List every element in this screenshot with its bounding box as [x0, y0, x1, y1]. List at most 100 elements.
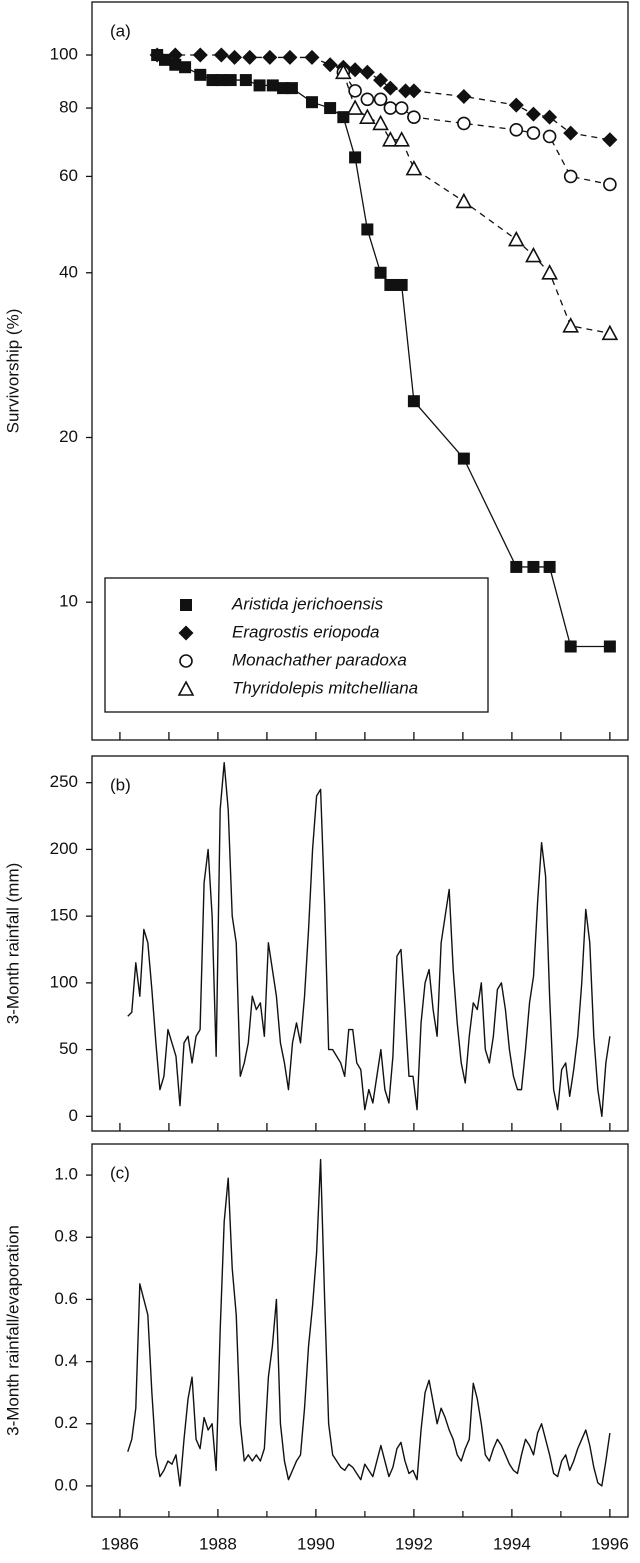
panel-label: (b) — [110, 775, 131, 794]
marker — [253, 79, 266, 92]
marker — [541, 264, 558, 280]
marker — [149, 47, 165, 63]
marker — [602, 132, 618, 148]
marker — [382, 131, 399, 147]
marker — [335, 63, 352, 80]
series-line — [127, 761, 611, 1118]
marker — [508, 97, 524, 113]
marker — [239, 74, 252, 87]
y-tick-label: 0.2 — [54, 1413, 78, 1432]
legend-marker — [180, 599, 192, 611]
marker — [304, 49, 320, 65]
marker — [405, 159, 423, 176]
marker — [407, 395, 420, 408]
y-tick-label: 80 — [59, 98, 78, 117]
y-tick-label: 40 — [59, 262, 78, 281]
y-tick-label: 1.0 — [54, 1165, 78, 1184]
y-axis-label: 3-Month rainfall/evaporation — [3, 1225, 22, 1436]
y-tick-label: 100 — [50, 45, 78, 64]
x-tick-label: 1990 — [297, 1534, 335, 1553]
marker — [543, 560, 556, 573]
marker — [372, 114, 389, 131]
series-line — [342, 72, 610, 334]
marker — [337, 111, 350, 124]
marker — [406, 83, 422, 99]
marker — [373, 72, 389, 88]
marker — [382, 80, 398, 96]
panel-label: (c) — [110, 1163, 130, 1182]
series-line — [156, 54, 610, 648]
marker — [373, 92, 388, 107]
legend-label: Monachather paradoxa — [232, 650, 407, 669]
panel-frame — [91, 1, 629, 741]
marker — [564, 640, 577, 653]
marker — [510, 560, 523, 573]
y-tick-label: 150 — [50, 906, 78, 925]
y-tick-label: 60 — [59, 166, 78, 185]
marker — [507, 230, 525, 247]
marker — [361, 223, 374, 236]
x-tick-label: 1996 — [591, 1534, 629, 1553]
marker — [603, 640, 616, 653]
marker — [542, 129, 557, 144]
marker — [305, 96, 318, 109]
y-tick-label: 10 — [59, 592, 78, 611]
marker — [383, 101, 398, 115]
y-tick-label: 250 — [50, 772, 78, 791]
x-tick-label: 1986 — [101, 1534, 139, 1553]
y-tick-label: 50 — [59, 1039, 78, 1058]
marker — [359, 108, 376, 124]
x-tick-label: 1992 — [395, 1534, 433, 1553]
marker — [562, 317, 580, 333]
marker — [159, 53, 172, 66]
marker — [603, 177, 617, 192]
marker — [393, 131, 410, 147]
legend-label: Aristida jerichoensis — [231, 594, 384, 613]
marker — [348, 84, 362, 98]
marker — [525, 106, 541, 122]
panel-label: (a) — [110, 21, 131, 40]
y-tick-label: 0.0 — [54, 1475, 78, 1494]
marker — [457, 116, 471, 131]
marker — [242, 49, 258, 65]
marker — [282, 49, 298, 65]
marker — [262, 49, 278, 65]
y-tick-label: 20 — [59, 427, 78, 446]
marker — [213, 47, 229, 63]
marker — [194, 68, 207, 81]
marker — [324, 102, 337, 115]
marker — [563, 125, 579, 141]
marker — [456, 88, 472, 104]
marker — [525, 246, 542, 263]
legend-label: Eragrostis eriopoda — [232, 622, 379, 641]
marker — [384, 278, 397, 291]
y-tick-label: 0.4 — [54, 1351, 78, 1370]
y-axis-label: 3-Month rainfall (mm) — [3, 863, 22, 1025]
marker — [398, 83, 414, 99]
marker — [407, 110, 421, 124]
x-tick-label: 1994 — [493, 1534, 531, 1553]
y-axis-label: Survivorship (%) — [3, 309, 22, 434]
marker — [601, 324, 619, 341]
marker — [227, 49, 243, 65]
panel-frame — [91, 755, 629, 1132]
marker — [224, 74, 237, 87]
y-tick-label: 100 — [50, 972, 78, 991]
marker — [179, 61, 192, 74]
marker — [527, 560, 540, 573]
marker — [192, 47, 208, 63]
marker — [169, 58, 182, 71]
marker — [542, 109, 558, 125]
legend-marker — [178, 625, 194, 641]
marker — [346, 99, 364, 115]
legend-marker — [179, 654, 193, 668]
y-tick-label: 0.8 — [54, 1227, 78, 1246]
marker — [360, 92, 375, 107]
marker — [563, 169, 578, 184]
marker — [457, 452, 470, 465]
marker — [394, 101, 409, 115]
marker — [285, 82, 298, 95]
panel-frame — [91, 1143, 629, 1518]
marker — [526, 126, 541, 140]
legend-label: Thyridolepis mitchelliana — [232, 678, 418, 697]
